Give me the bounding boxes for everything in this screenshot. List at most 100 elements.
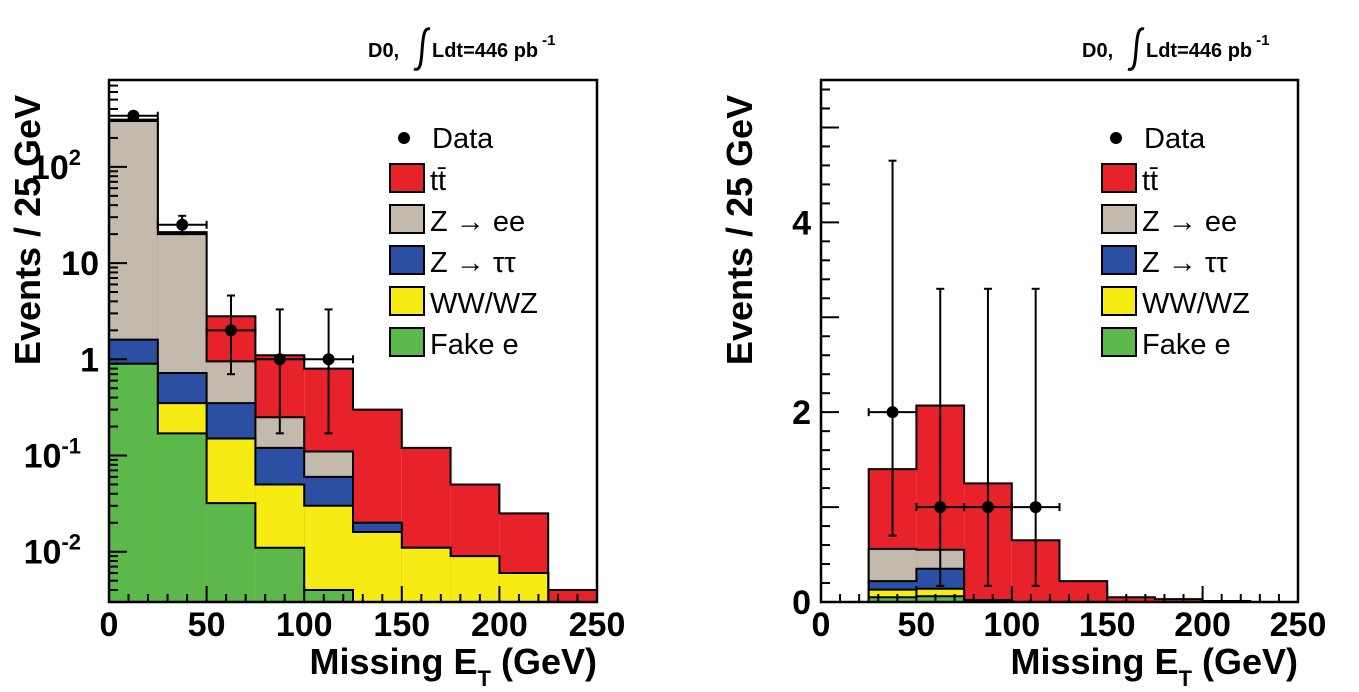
- x-axis-title: Missing ET (GeV): [1011, 641, 1299, 691]
- plot-area: [109, 109, 597, 602]
- y-tick-label: 2: [792, 394, 811, 432]
- legend-label-ww_wz: WW/WZ: [1142, 288, 1250, 320]
- outline-z_tautau: [867, 567, 1013, 602]
- bar-ww_wz-6: [401, 547, 451, 602]
- y-tick-label: 1: [80, 341, 99, 379]
- legend-label-z_ee: Z → ee: [1142, 206, 1237, 238]
- y-tick-exponent: -1: [61, 433, 81, 458]
- bar-ttbar-4: [1059, 581, 1108, 602]
- y-tick-base: 10: [24, 437, 62, 475]
- legend-data-label: Data: [432, 123, 494, 155]
- y-tick-exponent: 2: [69, 145, 81, 170]
- legend-label-fake_e: Fake e: [430, 329, 519, 361]
- x-axis-title-sub: T: [478, 666, 492, 691]
- integral-sign-icon: [1127, 27, 1145, 71]
- x-tick-label: 50: [897, 606, 935, 644]
- data-marker: [225, 324, 237, 337]
- outline-ww_wz: [109, 362, 597, 602]
- annotation-prefix: D0,: [368, 40, 399, 62]
- y-axis-title: Events / 25 GeV: [719, 95, 760, 365]
- bar-ww_wz-7: [450, 556, 500, 602]
- y-tick-label: 0: [792, 584, 811, 622]
- legend-data-label: Data: [1144, 123, 1206, 155]
- legend-swatch-z_tautau: [389, 245, 425, 275]
- y-tick-exponent: -2: [61, 530, 81, 555]
- outline-fake_e: [109, 362, 597, 602]
- bar-fake_e-3: [255, 547, 305, 602]
- annotation-lumi-exponent: -1: [542, 32, 555, 49]
- legend-label-ww_wz: WW/WZ: [430, 288, 538, 320]
- bar-ttbar-5: [1107, 597, 1155, 602]
- x-tick-label: 200: [1174, 606, 1231, 644]
- x-tick-label: 100: [276, 606, 333, 644]
- data-marker: [127, 109, 140, 122]
- plot-frame: [819, 78, 1300, 604]
- annotation-lumi: Ldt=446 pb -1: [432, 32, 555, 62]
- bar-ww_wz-4: [304, 505, 353, 602]
- data-point-4: [303, 308, 354, 435]
- bar-fake_e-0: [109, 363, 158, 602]
- plot-area: [867, 159, 1252, 602]
- data-marker: [981, 501, 994, 514]
- bar-ttbar-6: [1154, 599, 1203, 602]
- legend-swatch-ttbar: [1101, 163, 1137, 193]
- legend: Data tt̄ Z → ee Z → ττ WW/WZ Fake e: [389, 123, 538, 361]
- y-tick-base: 10: [24, 534, 62, 572]
- legend-swatch-ww_wz: [389, 286, 425, 316]
- bar-fake_e-4: [304, 589, 353, 602]
- legend-swatch-fake_e: [389, 327, 425, 357]
- luminosity-annotation: D0, Ldt=446 pb -1: [368, 27, 555, 71]
- legend-swatch-ttbar: [389, 163, 425, 193]
- annotation-lumi-value: Ldt=446 pb: [432, 40, 538, 62]
- x-axis-title-unit: (GeV): [491, 641, 597, 682]
- bar-fake_e-1: [916, 596, 965, 602]
- x-tick-label: 200: [471, 606, 528, 644]
- data-marker: [934, 501, 947, 514]
- legend: Data tt̄ Z → ee Z → ττ WW/WZ Fake e: [1101, 123, 1250, 361]
- data-marker: [322, 353, 335, 366]
- y-tick-label: 10-2: [24, 530, 81, 572]
- legend-label-z_tautau: Z → ττ: [430, 247, 516, 279]
- legend-swatch-z_ee: [1101, 204, 1137, 234]
- bar-ww_wz-5: [353, 532, 402, 602]
- x-tick-label: 100: [983, 606, 1040, 644]
- bar-fake_e-0: [868, 597, 917, 602]
- data-point-0: [867, 159, 918, 537]
- plot-frame: [107, 78, 599, 604]
- legend-label-z_tautau: Z → ττ: [1142, 247, 1228, 279]
- x-axis-title-main: Missing E: [1011, 641, 1179, 682]
- bar-ww_wz-8: [499, 573, 549, 602]
- y-tick-base: 10: [31, 149, 69, 187]
- annotation-lumi: Ldt=446 pb -1: [1146, 32, 1269, 62]
- x-axis-title-sub: T: [1179, 666, 1193, 691]
- data-marker: [176, 218, 189, 231]
- y-tick-label: 102: [31, 145, 81, 187]
- legend-swatch-ww_wz: [1101, 286, 1137, 316]
- data-marker: [1029, 501, 1042, 514]
- annotation-prefix: D0,: [1082, 40, 1113, 62]
- x-tick-label: 0: [812, 606, 831, 644]
- bar-ttbar-9: [548, 589, 597, 602]
- data-marker: [886, 406, 899, 419]
- luminosity-annotation: D0, Ldt=446 pb -1: [1082, 27, 1269, 71]
- x-axis-title-main: Missing E: [310, 641, 478, 682]
- legend-swatch-fake_e: [1101, 327, 1137, 357]
- y-tick-label: 10-1: [24, 433, 81, 475]
- x-tick-label: 250: [569, 606, 626, 644]
- x-tick-label: 50: [188, 606, 226, 644]
- x-axis-title: Missing ET (GeV): [310, 641, 598, 691]
- legend-label-fake_e: Fake e: [1142, 329, 1231, 361]
- integral-sign-icon: [413, 27, 431, 71]
- y-tick-label: 10: [61, 245, 99, 283]
- annotation-lumi-exponent: -1: [1256, 32, 1269, 49]
- outline-z_ee: [867, 547, 1013, 602]
- data-point-0: [109, 109, 159, 122]
- right-panel-linear: 0 50 100 150 200 250 0 2 4 Events / 25 GeV Missing…: [719, 27, 1326, 691]
- legend-swatch-z_ee: [389, 204, 425, 234]
- legend-data-marker: [1110, 132, 1122, 144]
- x-tick-label: 0: [100, 606, 119, 644]
- bar-fake_e-1: [157, 433, 207, 602]
- data-marker: [273, 353, 286, 366]
